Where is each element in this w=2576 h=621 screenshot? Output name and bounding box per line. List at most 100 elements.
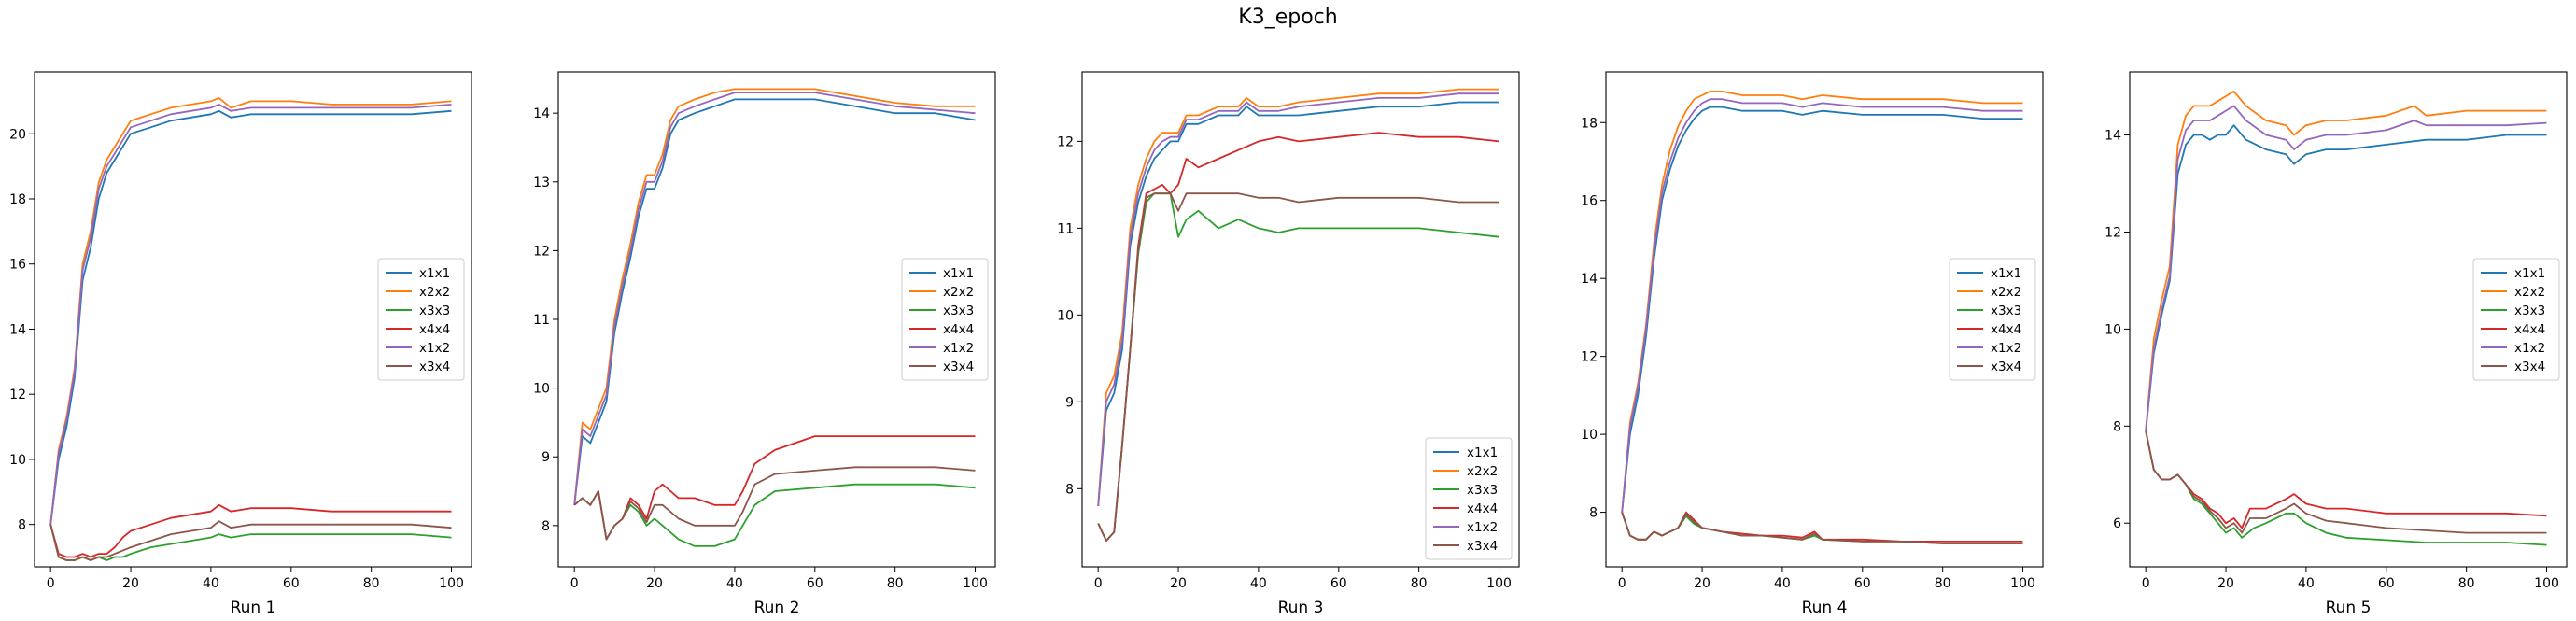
x-axis-label: Run 4 [1802,599,1848,617]
x-axis-label: Run 3 [1278,599,1324,617]
x-tick-label: 100 [963,576,988,591]
series-line-x1x2 [49,104,452,525]
chart-panel-4: 0 20 40 60 80 100 8 10 12 14 16 18 Run 4 x1x1 x2x2 x3x3… [1581,71,2044,617]
y-tick-label: 18 [1581,116,1598,131]
x-tick-label: 20 [2217,576,2234,591]
x-tick-label: 80 [887,576,904,591]
x-tick-label: 20 [1170,576,1187,591]
x-tick-label: 20 [122,576,139,591]
legend-label-x1x1: x1x1 [2514,266,2545,281]
legend-label-x4x4: x4x4 [2514,322,2545,337]
x-tick-label: 100 [2010,576,2035,591]
legend-label-x1x2: x1x2 [419,341,450,356]
y-tick-label: 8 [542,519,550,534]
x-tick-label: 40 [1774,576,1791,591]
y-tick-label: 10 [2104,322,2121,337]
legend-label-x3x3: x3x3 [419,303,450,318]
x-tick-label: 100 [439,576,464,591]
legend-label-x1x1: x1x1 [1991,266,2021,281]
y-tick-label: 9 [1065,395,1074,410]
x-tick-label: 40 [1250,576,1267,591]
y-tick-label: 10 [1057,308,1074,323]
x-tick-label: 0 [47,576,55,591]
series-line-x1x2 [2145,105,2547,431]
legend-frame [377,258,465,381]
x-axis-label: Run 5 [2326,599,2372,617]
y-tick-label: 13 [533,176,550,191]
y-tick-label: 12 [533,244,550,259]
x-tick-label: 60 [1330,576,1347,591]
legend-label-x1x2: x1x2 [2514,341,2545,356]
legend-label-x3x4: x3x4 [1991,360,2021,374]
legend-label-x2x2: x2x2 [2514,285,2545,300]
series-line-x1x1 [573,98,976,505]
legend: x1x1 x2x2 x3x3 x4x4 x1x2 x3x4 [2472,258,2560,381]
series-line-x3x4 [573,466,976,541]
y-tick-label: 6 [2113,516,2121,531]
legend: x1x1 x2x2 x3x3 x4x4 x1x2 x3x4 [1425,437,1513,560]
legend-label-x3x3: x3x3 [2514,303,2545,318]
legend-frame [1425,437,1513,560]
x-tick-label: 60 [2378,576,2395,591]
y-tick-label: 14 [1581,272,1598,287]
y-tick-label: 14 [2104,129,2121,144]
x-axis-label: Run 1 [231,599,276,617]
y-tick-label: 10 [1581,428,1598,443]
y-tick-label: 18 [9,192,26,207]
legend-label-x3x3: x3x3 [1991,303,2021,318]
legend-label-x3x3: x3x3 [943,303,974,318]
series-line-x3x4 [1097,192,1499,542]
legend-label-x4x4: x4x4 [1991,322,2021,337]
x-tick-label: 0 [1618,576,1626,591]
x-axis-label: Run 2 [754,599,800,617]
y-tick-label: 16 [9,258,26,273]
y-tick-label: 11 [533,313,550,328]
legend-frame [901,258,989,381]
y-tick-label: 8 [18,518,26,533]
y-tick-label: 10 [533,382,550,397]
chart-panel-3: 0 20 40 60 80 100 8 9 10 11 12 Run 3 x1x1 x2x2 x3x3 x4x… [1057,71,1520,617]
legend-label-x1x2: x1x2 [943,341,974,356]
legend-label-x3x4: x3x4 [419,360,450,374]
series-line-x1x2 [573,92,976,505]
legend-label-x3x4: x3x4 [1467,539,1498,554]
x-tick-label: 80 [1411,576,1428,591]
x-tick-label: 40 [203,576,219,591]
chart-panel-1: 0 20 40 60 80 100 8 10 12 14 16 18 20 Run 1 x1x1 x2x2 x3… [9,71,472,617]
y-tick-label: 12 [1581,350,1598,365]
series-line-x3x4 [1621,512,2023,544]
figure-title: K3_epoch [1238,6,1338,29]
legend-label-x3x4: x3x4 [943,360,974,374]
x-tick-label: 100 [2534,576,2559,591]
legend-label-x3x4: x3x4 [2514,360,2545,374]
y-tick-label: 11 [1057,221,1074,236]
legend: x1x1 x2x2 x3x3 x4x4 x1x2 x3x4 [1949,258,2036,381]
series-line-x2x2 [573,88,976,505]
y-tick-label: 10 [9,453,26,468]
series-line-x3x4 [49,520,452,561]
x-tick-label: 40 [726,576,743,591]
x-tick-label: 0 [2142,576,2150,591]
legend-label-x4x4: x4x4 [943,322,974,337]
legend-label-x1x1: x1x1 [419,266,450,281]
legend-label-x1x1: x1x1 [1467,445,1498,460]
y-tick-label: 8 [1065,482,1074,497]
legend: x1x1 x2x2 x3x3 x4x4 x1x2 x3x4 [377,258,465,381]
y-tick-label: 9 [542,450,550,465]
legend-label-x1x2: x1x2 [1991,341,2021,356]
y-tick-label: 12 [2104,225,2121,240]
y-tick-label: 12 [1057,134,1074,149]
legend-label-x4x4: x4x4 [419,322,450,337]
legend-label-x2x2: x2x2 [943,285,974,300]
y-tick-label: 8 [2113,419,2121,434]
series-line-x2x2 [2145,90,2547,431]
legend-label-x4x4: x4x4 [1467,501,1498,516]
legend-frame [2472,258,2560,381]
x-tick-label: 60 [1854,576,1871,591]
series-line-x4x4 [49,503,452,558]
y-tick-label: 14 [9,322,26,337]
y-tick-label: 16 [1581,194,1598,209]
legend-label-x1x1: x1x1 [943,266,974,281]
y-tick-label: 8 [1589,506,1598,521]
